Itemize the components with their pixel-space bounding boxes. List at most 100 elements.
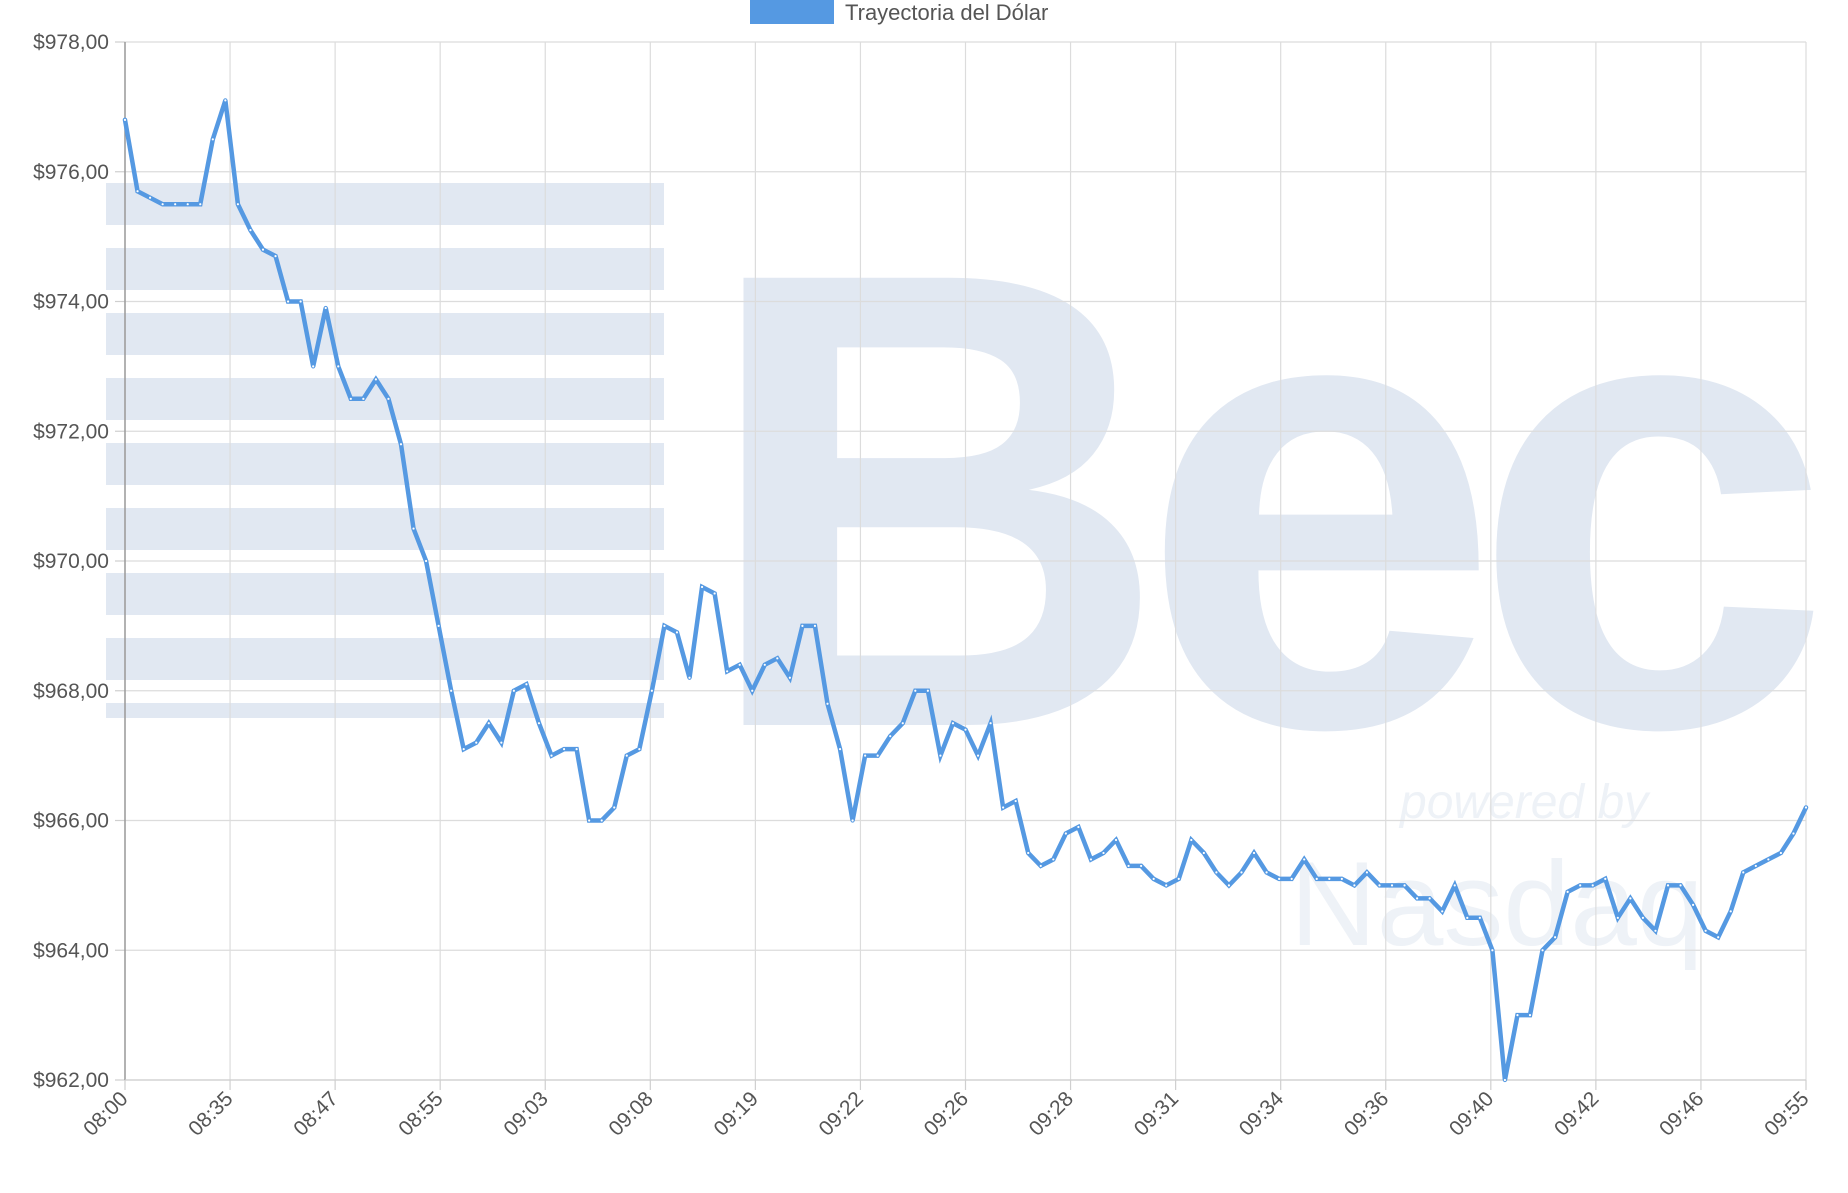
x-tick-label: 09:34 <box>1235 1087 1289 1141</box>
data-point <box>1402 883 1407 888</box>
data-point <box>1553 935 1558 940</box>
x-tick-label: 09:19 <box>709 1087 762 1140</box>
data-point <box>160 202 165 207</box>
x-tick-label: 09:40 <box>1445 1087 1498 1140</box>
x-tick-label: 09:22 <box>815 1087 868 1140</box>
data-point <box>1690 902 1696 907</box>
data-point <box>725 669 730 674</box>
x-tick-label: 08:35 <box>184 1087 237 1140</box>
data-point <box>511 688 516 693</box>
data-point <box>1076 824 1081 830</box>
data-point <box>398 442 404 447</box>
legend[interactable]: Trayectoria del Dólar <box>750 0 1048 25</box>
data-point <box>1415 896 1420 901</box>
data-point <box>800 623 805 628</box>
data-point <box>1452 883 1457 888</box>
y-tick-label: $968,00 <box>33 680 109 703</box>
watermark-logo: Bec powered by Nasdaq <box>106 137 1846 971</box>
data-point <box>1653 928 1658 933</box>
data-point <box>147 195 153 200</box>
data-point <box>712 591 717 596</box>
data-point <box>1051 857 1056 862</box>
data-point <box>1703 928 1708 933</box>
y-tick-label: $962,00 <box>33 1069 109 1092</box>
data-point <box>373 377 378 382</box>
y-tick-label: $978,00 <box>33 31 109 54</box>
x-tick-label: 09:55 <box>1760 1087 1813 1140</box>
data-point <box>1289 876 1294 881</box>
data-point <box>737 662 742 667</box>
data-point <box>1026 850 1031 856</box>
legend-label[interactable]: Trayectoria del Dólar <box>845 0 1048 25</box>
data-point <box>1226 883 1232 888</box>
data-point <box>210 137 215 142</box>
data-point <box>336 364 341 369</box>
data-point <box>662 623 667 628</box>
watermark-text: Bec <box>700 137 1816 863</box>
data-point <box>122 117 128 122</box>
x-tick-label: 08:55 <box>394 1087 447 1140</box>
data-point <box>1277 876 1282 881</box>
y-tick-label: $974,00 <box>33 291 109 314</box>
data-point <box>1753 863 1758 869</box>
data-point <box>536 721 542 726</box>
data-point <box>975 753 981 758</box>
data-point <box>1389 883 1395 888</box>
data-point <box>348 396 353 401</box>
data-point <box>461 747 466 752</box>
data-point <box>1527 1013 1533 1018</box>
data-point <box>1101 850 1106 856</box>
data-point <box>900 721 905 726</box>
data-point <box>311 364 316 369</box>
data-point <box>1427 896 1432 901</box>
data-point <box>1377 883 1382 888</box>
data-point <box>1001 805 1006 810</box>
legend-swatch[interactable] <box>750 0 834 24</box>
data-point <box>1778 850 1784 856</box>
data-point <box>612 805 617 810</box>
data-point <box>1164 883 1169 888</box>
y-tick-label: $972,00 <box>33 420 109 443</box>
x-tick-label: 09:08 <box>604 1087 657 1140</box>
data-point <box>1490 948 1495 953</box>
data-point <box>1063 831 1068 836</box>
data-point <box>1791 831 1796 836</box>
data-point <box>1139 863 1144 869</box>
data-point <box>1302 857 1307 862</box>
data-point <box>135 189 140 194</box>
data-point <box>1364 870 1370 875</box>
data-point <box>273 253 278 259</box>
data-point <box>1741 870 1746 875</box>
data-point <box>988 721 993 726</box>
data-point <box>1515 1013 1520 1018</box>
data-point <box>1327 876 1332 881</box>
axes <box>124 42 1806 1081</box>
x-tick-label: 08:00 <box>79 1087 132 1140</box>
data-point <box>649 688 654 693</box>
data-point <box>411 526 416 531</box>
data-point <box>1013 798 1018 804</box>
data-point <box>499 740 504 745</box>
data-point <box>561 747 567 752</box>
data-point <box>1251 850 1257 856</box>
data-point <box>1126 863 1131 869</box>
x-tick-label: 09:31 <box>1130 1087 1183 1140</box>
data-point <box>850 818 855 823</box>
data-point <box>1201 850 1206 856</box>
data-point <box>1465 915 1470 920</box>
x-tick-label: 09:42 <box>1550 1087 1603 1140</box>
data-point <box>474 740 479 745</box>
data-point <box>825 701 830 706</box>
data-point <box>1151 876 1156 881</box>
data-point <box>1214 870 1219 875</box>
series-layer <box>122 98 1809 1083</box>
data-point <box>574 747 579 752</box>
data-point <box>750 688 755 693</box>
data-point <box>1440 909 1445 914</box>
x-tick-label: 09:26 <box>920 1087 973 1140</box>
data-point <box>1113 837 1119 843</box>
data-point <box>1590 883 1595 888</box>
data-point <box>235 202 241 207</box>
data-point <box>1239 870 1244 875</box>
